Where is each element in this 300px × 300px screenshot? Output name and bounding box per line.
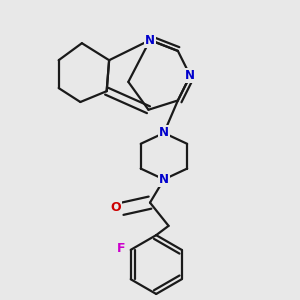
Text: N: N — [159, 173, 169, 186]
Text: N: N — [185, 69, 195, 82]
Text: F: F — [117, 242, 125, 255]
Text: N: N — [159, 127, 169, 140]
Text: N: N — [145, 34, 155, 46]
Text: O: O — [111, 201, 121, 214]
